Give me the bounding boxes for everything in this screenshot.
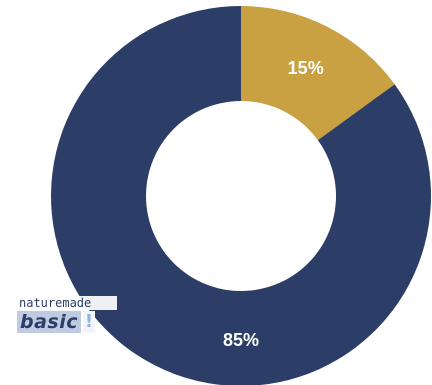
donut-slices bbox=[51, 6, 431, 385]
donut-slice-15pct bbox=[241, 6, 395, 141]
slice-label-85pct: 85% bbox=[223, 330, 259, 350]
logo-exclamation: ! bbox=[83, 311, 96, 333]
logo-word: basic bbox=[17, 311, 82, 333]
slice-label-15pct: 15% bbox=[288, 58, 324, 78]
slice-labels: 15% 85% bbox=[223, 58, 324, 350]
donut-slice-85pct bbox=[51, 6, 431, 385]
logo-wordmark: basic ! bbox=[17, 311, 121, 333]
logo-top-text: naturemade bbox=[17, 296, 117, 310]
naturemade-basic-logo: naturemade basic ! bbox=[17, 296, 121, 333]
